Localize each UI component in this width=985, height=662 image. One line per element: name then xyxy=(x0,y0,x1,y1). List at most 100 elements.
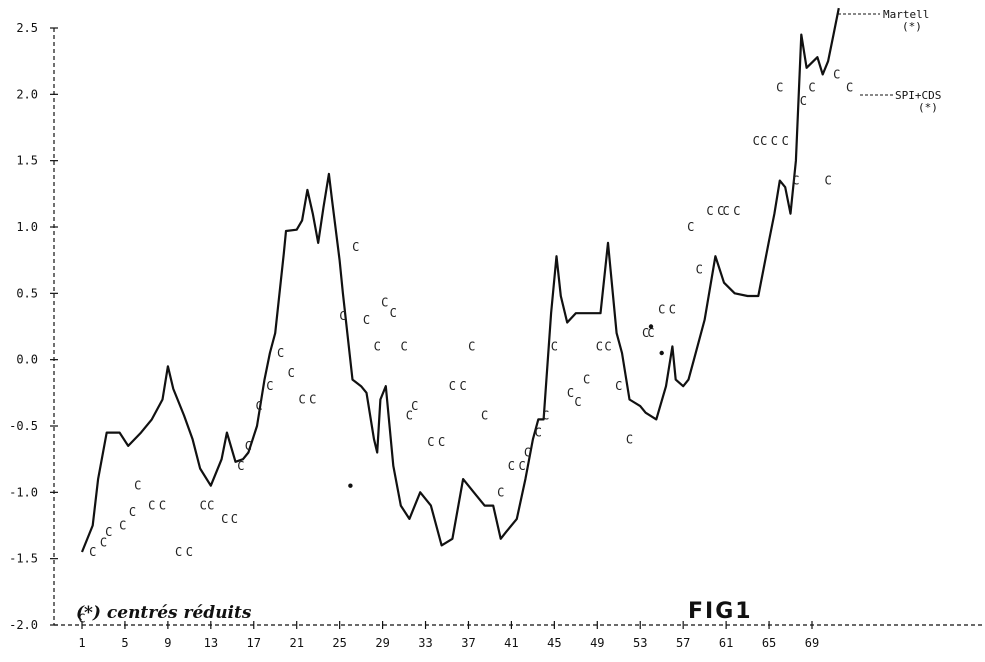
x-tick-label: 13 xyxy=(204,636,218,650)
x-tick-label: 33 xyxy=(418,636,432,650)
data-point-spi-cds: C xyxy=(776,81,783,95)
legend-martell: Martell (*) xyxy=(838,8,929,33)
y-tick-label: 2.5 xyxy=(16,21,38,35)
data-point-spi-cds: C xyxy=(175,545,182,559)
data-point-spi-cds: C xyxy=(596,339,603,353)
data-point-spi-cds: C xyxy=(706,204,713,218)
data-point-spi-cds: C xyxy=(159,499,166,513)
data-point-spi-cds: C xyxy=(615,379,622,393)
data-point-spi-cds: C xyxy=(497,485,504,499)
data-point-spi-cds: C xyxy=(119,519,126,533)
data-point-spi-cds: C xyxy=(468,339,475,353)
data-point-spi-cds: C xyxy=(800,94,807,108)
legend-spi-cds-sub: (*) xyxy=(918,101,938,114)
y-tick-label: 0.5 xyxy=(16,286,38,300)
data-point-spi-cds: C xyxy=(390,306,397,320)
data-point-spi-cds: C xyxy=(583,373,590,387)
data-point-spi-cds: C xyxy=(245,439,252,453)
dot-marks xyxy=(348,324,664,488)
data-point-spi-cds: C xyxy=(792,174,799,188)
data-point-spi-cds: C xyxy=(808,81,815,95)
data-point-spi-cds: C xyxy=(406,408,413,422)
data-point-spi-cds: C xyxy=(298,393,305,407)
y-tick-label: 0.0 xyxy=(16,353,38,367)
data-point-spi-cds: C xyxy=(207,499,214,513)
data-point-spi-cds: C xyxy=(449,379,456,393)
data-point-spi-cds: C xyxy=(647,326,654,340)
data-dot xyxy=(648,324,654,329)
data-dot xyxy=(348,483,353,488)
data-point-spi-cds: C xyxy=(574,395,581,409)
data-point-spi-cds: C xyxy=(604,339,611,353)
x-tick-label: 21 xyxy=(289,636,303,650)
axes: -2.0 -1.5 -1.0 -0.5 0.0 0.5 1.0 1.5 2.0 2.5 1 5 9 13 1… xyxy=(9,21,983,650)
data-point-spi-cds: C xyxy=(542,408,549,422)
data-point-spi-cds: C xyxy=(524,446,531,460)
data-point-spi-cds: C xyxy=(518,459,525,473)
data-point-spi-cds: C xyxy=(824,174,831,188)
data-point-spi-cds: C xyxy=(89,545,96,559)
y-tick-label: -0.5 xyxy=(9,419,38,433)
data-point-spi-cds: C xyxy=(481,408,488,422)
x-tick-label: 5 xyxy=(121,636,128,650)
y-tick-label: 1.5 xyxy=(16,154,38,168)
data-point-spi-cds: C xyxy=(459,379,466,393)
legend-spi-cds: SPI+CDS (*) xyxy=(860,89,941,114)
data-point-spi-cds: C xyxy=(411,399,418,413)
x-tick-label: 37 xyxy=(461,636,475,650)
x-tick-label: 49 xyxy=(590,636,604,650)
data-point-spi-cds: C xyxy=(771,134,778,148)
data-point-spi-cds: C xyxy=(722,204,729,218)
data-point-spi-cds: C xyxy=(78,611,85,625)
data-point-spi-cds: C xyxy=(374,339,381,353)
x-tick-label: 29 xyxy=(375,636,389,650)
chart-note: (*) centrés réduits xyxy=(76,603,252,623)
x-tick-label: 1 xyxy=(78,636,85,650)
data-point-spi-cds: C xyxy=(309,393,316,407)
data-point-spi-cds: C xyxy=(148,499,155,513)
data-point-spi-cds: C xyxy=(658,302,665,316)
x-tick-label: 25 xyxy=(332,636,346,650)
y-tick-label: -1.0 xyxy=(9,485,38,499)
data-point-spi-cds: C xyxy=(100,536,107,550)
data-point-spi-cds: C xyxy=(846,81,853,95)
data-point-spi-cds: C xyxy=(782,134,789,148)
data-point-spi-cds: C xyxy=(669,302,676,316)
data-point-spi-cds: C xyxy=(733,204,740,218)
data-point-spi-cds: C xyxy=(687,220,694,234)
data-point-spi-cds: C xyxy=(288,366,295,380)
x-tick-label: 17 xyxy=(247,636,261,650)
data-point-spi-cds: C xyxy=(231,512,238,526)
data-point-spi-cds: C xyxy=(381,296,388,310)
data-point-spi-cds: C xyxy=(134,479,141,493)
data-point-spi-cds: C xyxy=(105,525,112,539)
data-dot xyxy=(659,350,664,356)
data-point-spi-cds: C xyxy=(508,459,515,473)
data-point-spi-cds: C xyxy=(363,313,370,327)
y-tick-label: 1.0 xyxy=(16,220,38,234)
data-point-spi-cds: C xyxy=(237,459,244,473)
data-point-spi-cds: C xyxy=(352,240,359,254)
chart-title: FIG1 xyxy=(688,599,753,624)
data-point-spi-cds: C xyxy=(626,432,633,446)
data-point-spi-cds: C xyxy=(567,386,574,400)
x-tick-label: 41 xyxy=(504,636,518,650)
data-point-spi-cds: C xyxy=(266,379,273,393)
series-line-martell xyxy=(80,7,840,553)
data-point-spi-cds: C xyxy=(186,545,193,559)
y-tick-label: -1.5 xyxy=(9,552,38,566)
data-point-spi-cds: C xyxy=(760,134,767,148)
x-tick-label: 45 xyxy=(547,636,561,650)
data-point-spi-cds: C xyxy=(129,505,136,519)
data-point-spi-cds: C xyxy=(200,499,207,513)
x-tick-label: 61 xyxy=(719,636,733,650)
legend-martell-label: Martell xyxy=(883,8,929,21)
x-tick-label: 9 xyxy=(164,636,171,650)
y-tick-label: 2.0 xyxy=(16,87,38,101)
data-point-spi-cds: C xyxy=(438,435,445,449)
martell-series xyxy=(80,7,840,553)
x-tick-label: 57 xyxy=(676,636,690,650)
legend-martell-sub: (*) xyxy=(902,20,922,33)
